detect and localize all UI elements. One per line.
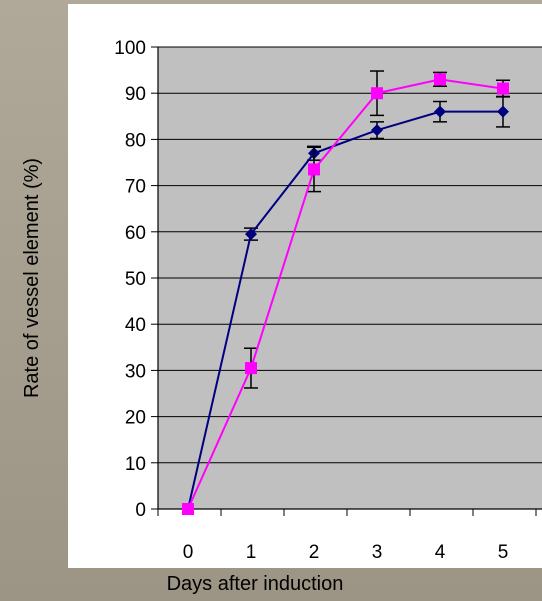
x-axis-label: Days after induction — [167, 573, 344, 595]
data-point-square — [371, 87, 383, 100]
y-axis-label: Rate of vessel element (%) — [21, 158, 43, 398]
y-tick-label: 70 — [125, 177, 146, 198]
y-tick-label: 0 — [135, 500, 146, 521]
axes — [151, 46, 542, 516]
y-tick-label: 20 — [125, 408, 146, 429]
y-tick-label: 50 — [125, 269, 146, 290]
x-tick-label: 2 — [309, 542, 320, 563]
data-point-square — [182, 503, 194, 515]
series-line — [187, 78, 504, 510]
data-point-square — [308, 163, 320, 176]
y-tick-label: 100 — [114, 38, 146, 59]
series-group — [182, 70, 510, 515]
x-tick-labels: 0 1 2 3 4 5 — [183, 542, 509, 563]
series-1 — [182, 95, 510, 515]
y-tick-label: 30 — [125, 361, 146, 382]
y-tick-label: 10 — [125, 454, 146, 475]
data-point-square — [434, 73, 446, 86]
series-2 — [182, 70, 510, 515]
x-tick-label: 4 — [435, 542, 446, 563]
x-tick-label: 5 — [498, 542, 509, 563]
y-tick-labels: 0 10 20 30 40 50 60 70 80 90 100 — [114, 38, 146, 521]
data-point-square — [497, 82, 509, 95]
y-tick-label: 40 — [125, 315, 146, 336]
data-point-diamond — [371, 124, 383, 137]
data-point-square — [245, 362, 257, 375]
data-point-diamond — [497, 105, 509, 118]
x-tick-label: 0 — [183, 542, 194, 563]
y-tick-label: 60 — [125, 223, 146, 244]
y-tick-label: 90 — [125, 84, 146, 105]
data-point-diamond — [245, 228, 257, 241]
x-tick-label: 1 — [246, 542, 257, 563]
data-point-diamond — [434, 105, 446, 118]
y-tick-label: 80 — [125, 130, 146, 151]
series-line — [187, 110, 503, 510]
x-tick-label: 3 — [372, 542, 383, 563]
